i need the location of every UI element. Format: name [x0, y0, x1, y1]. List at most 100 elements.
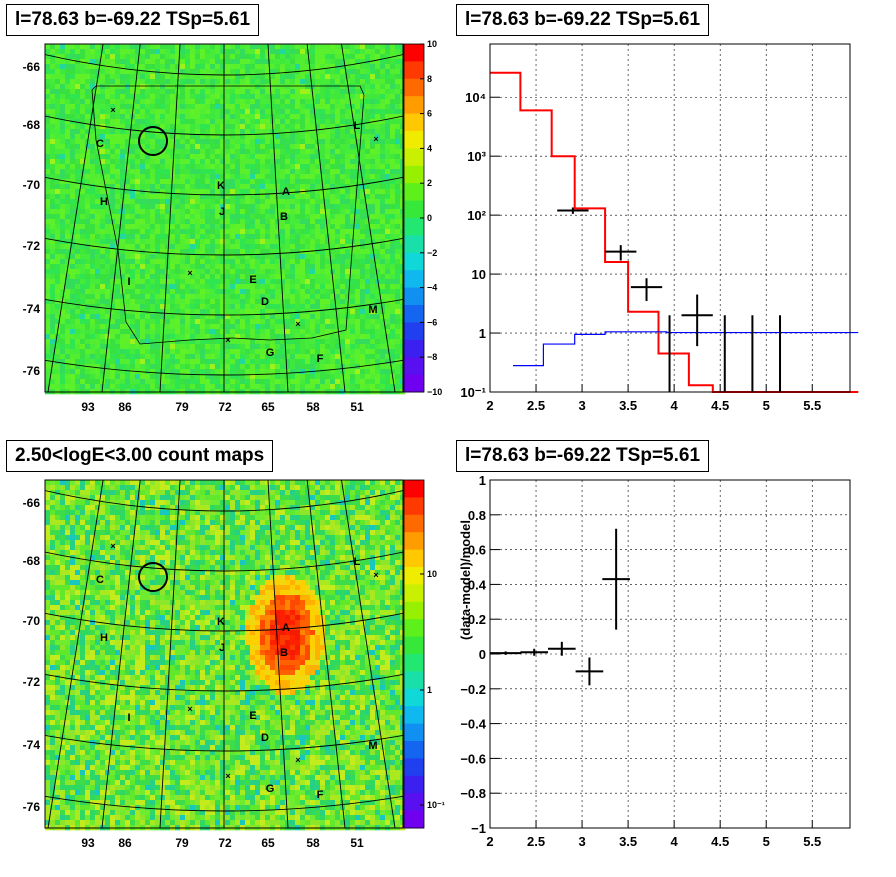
colorbar-segment [404, 340, 424, 349]
map-x-tick-label: 72 [218, 836, 232, 850]
source-label-d: D [261, 296, 269, 308]
colorbar-segment [404, 637, 424, 646]
colorbar-segment [404, 602, 424, 611]
colorbar-segment [404, 541, 424, 550]
y-tick-label: −0.8 [460, 786, 486, 801]
colorbar-segment [404, 671, 424, 680]
colorbar-segment [404, 209, 424, 218]
x-tick-label: 3.5 [619, 398, 637, 413]
map-x-tick-label: 58 [306, 400, 320, 414]
colorbar-segment [404, 524, 424, 533]
map-y-tick-label: -70 [23, 614, 41, 628]
cross-marker: × [225, 335, 230, 345]
colorbar-segment [404, 366, 424, 375]
colorbar-tick-label: 4 [427, 143, 432, 153]
map-x-tick-label: 93 [81, 836, 95, 850]
x-tick-label: 4 [671, 398, 679, 413]
colorbar-segment [404, 227, 424, 236]
data-point [605, 245, 636, 260]
map-y-tick-label: -76 [23, 800, 41, 814]
colorbar-segment [404, 645, 424, 654]
map-x-tick-label: 58 [306, 836, 320, 850]
colorbar-segment [404, 758, 424, 767]
source-label-l: L [354, 556, 361, 568]
source-label-a: A [282, 622, 290, 634]
colorbar-segment [404, 654, 424, 663]
colorbar-segment [404, 793, 424, 802]
colorbar-segment [404, 619, 424, 628]
cross-marker: × [373, 570, 378, 580]
colorbar-segment [404, 201, 424, 210]
x-tick-label: 2 [486, 834, 493, 849]
colorbar-tick-label: −2 [427, 248, 437, 258]
y-tick-label: 10³ [467, 149, 486, 164]
cross-marker: × [187, 268, 192, 278]
cross-marker: × [187, 704, 192, 714]
map-x-tick-label: 51 [350, 400, 364, 414]
colorbar-segment [404, 750, 424, 759]
colorbar-segment [404, 663, 424, 672]
y-tick-label: 10² [467, 208, 486, 223]
x-tick-label: 3 [578, 398, 585, 413]
y-tick-label: 1 [479, 326, 486, 341]
x-tick-label: 4 [671, 834, 679, 849]
map-y-tick-label: -72 [23, 239, 41, 253]
map-x-tick-label: 79 [175, 400, 189, 414]
colorbar-segment [404, 122, 424, 131]
colorbar-segment [404, 785, 424, 794]
colorbar-segment [404, 288, 424, 297]
colorbar-segment [404, 70, 424, 79]
source-label-j: J [219, 642, 225, 654]
y-tick-label: 10 [472, 267, 486, 282]
x-tick-label: 3.5 [619, 834, 637, 849]
map-y-tick-label: -66 [23, 60, 41, 74]
y-tick-label: −0.6 [460, 751, 486, 766]
source-label-a: A [282, 186, 290, 198]
map-x-tick-label: 86 [118, 400, 132, 414]
x-tick-label: 5.5 [803, 398, 821, 413]
x-tick-label: 2.5 [527, 398, 545, 413]
colorbar-segment [404, 331, 424, 340]
colorbar-tick-label: 10⁻¹ [427, 800, 445, 810]
source-label-c: C [96, 138, 104, 150]
colorbar-segment [404, 305, 424, 314]
colorbar-segment [404, 680, 424, 689]
colorbar-segment [404, 114, 424, 123]
residual-point [576, 657, 604, 685]
source-label-m: M [368, 740, 377, 752]
residual-point [520, 649, 548, 656]
colorbar-segment [404, 105, 424, 114]
colorbar-segment [404, 296, 424, 305]
colorbar-segment [404, 53, 424, 62]
map-y-tick-label: -68 [23, 554, 41, 568]
source-label-k: K [217, 616, 225, 628]
colorbar-segment [404, 218, 424, 227]
source-label-h: H [100, 632, 108, 644]
map-x-tick-label: 65 [261, 400, 275, 414]
source-label-f: F [317, 353, 324, 365]
map-x-tick-label: 72 [218, 400, 232, 414]
colorbar-segment [404, 322, 424, 331]
source-label-b: B [280, 211, 288, 223]
colorbar-tick-label: 10 [427, 39, 437, 49]
colorbar-segment [404, 157, 424, 166]
colorbar-segment [404, 349, 424, 358]
colorbar-segment [404, 611, 424, 620]
cross-marker: × [225, 771, 230, 781]
colorbar-segment [404, 532, 424, 541]
colorbar-segment [404, 715, 424, 724]
x-tick-label: 2 [486, 398, 493, 413]
colorbar-segment [404, 706, 424, 715]
residual-point [548, 642, 576, 656]
colorbar-segment [404, 811, 424, 820]
colorbar-segment [404, 262, 424, 271]
cross-marker: × [295, 755, 300, 765]
colorbar-tick-label: 2 [427, 178, 432, 188]
source-label-j: J [219, 206, 225, 218]
colorbar-segment [404, 550, 424, 559]
colorbar-segment [404, 767, 424, 776]
